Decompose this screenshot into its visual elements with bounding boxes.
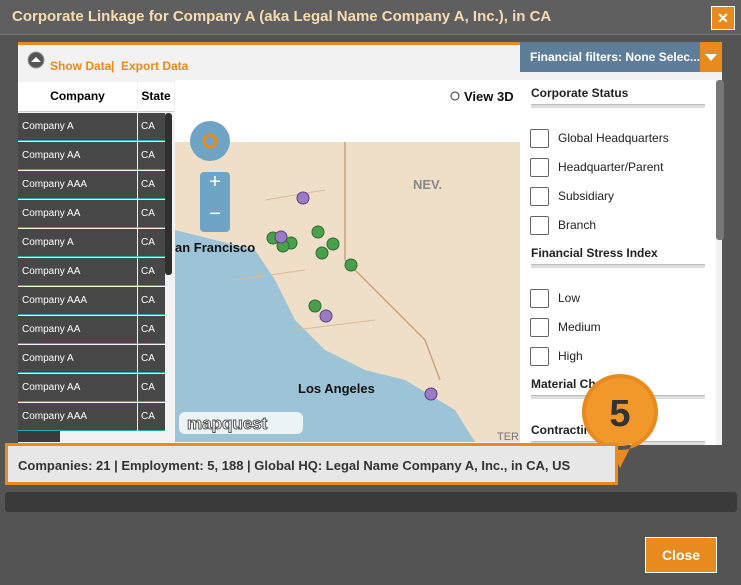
checkbox[interactable] [530,216,549,235]
state-cell[interactable]: CA [138,345,165,373]
company-cell[interactable]: Company AA [18,258,137,286]
filter-section-title: Financial Stress Index [531,246,658,260]
checkbox[interactable] [530,129,549,148]
state-cell[interactable]: CA [138,113,165,141]
state-cell[interactable]: CA [138,229,165,257]
map-label: Los Angeles [298,381,375,396]
state-cell[interactable]: CA [138,316,165,344]
show-data[interactable]: Show Data [50,59,112,73]
map[interactable]: View 3D NEV. an Francisco Los Angeles TE… [175,80,520,442]
map-label: TER [497,431,519,442]
checkbox[interactable] [530,187,549,206]
view-3d[interactable]: View 3D [464,89,514,104]
filter-scrollbar[interactable] [716,80,724,240]
filter-option[interactable]: Headquarter/Parent [558,160,664,174]
close-button[interactable]: Close [645,537,717,573]
export-data[interactable]: Export Data [121,59,189,73]
title: Corporate Linkage for Company A (aka Leg… [12,8,552,25]
checkbox[interactable] [530,158,549,177]
table-header: Company [18,82,137,112]
scrollbar[interactable] [165,113,172,275]
company-cell[interactable]: Company AAA [18,171,137,199]
company-cell[interactable]: Company AA [18,316,137,344]
toggle-icon[interactable] [26,50,46,70]
progress-bar [5,492,737,512]
separator: | [111,59,115,73]
summary-bar: Companies: 21 | Employment: 5, 188 | Glo… [5,443,618,485]
scroll-stub [18,428,60,442]
state-cell[interactable]: CA [138,374,165,402]
company-cell[interactable]: Company AA [18,200,137,228]
badge-number: 5 [609,393,630,435]
company-cell[interactable]: Company A [18,229,137,257]
company-cell[interactable]: Company A [18,113,137,141]
zoom-out[interactable]: − [209,203,221,225]
filter-section-title: Corporate Status [531,86,629,100]
checkbox[interactable] [530,318,549,337]
corner [158,428,172,442]
close-icon[interactable]: ✕ [711,6,735,30]
checkbox[interactable] [530,289,549,308]
filter-section-bar [531,264,705,268]
filters-button[interactable]: Financial filters: None Selec... [520,42,702,72]
filter-section-bar [531,104,705,108]
summary-text: Companies: 21 | Employment: 5, 188 | Glo… [18,458,571,473]
company-cell[interactable]: Company AA [18,374,137,402]
state-cell[interactable]: CA [138,258,165,286]
state-cell[interactable]: CA [138,287,165,315]
state-cell[interactable]: CA [138,403,165,431]
filter-option[interactable]: Branch [558,218,597,232]
table-header: State [138,82,174,112]
company-cell[interactable]: Company AAA [18,403,137,431]
filter-option[interactable]: Global Headquarters [558,131,669,145]
map-logo: mapquest [187,414,268,433]
zoom-in[interactable]: + [209,171,221,193]
state-cell[interactable]: CA [138,171,165,199]
checkbox[interactable] [530,347,549,366]
company-cell[interactable]: Company A [18,345,137,373]
filter-option[interactable]: Subsidiary [558,189,615,203]
company-cell[interactable]: Company AA [18,142,137,170]
filter-option[interactable]: Low [558,291,581,305]
map-pins [266,191,438,401]
state-cell[interactable]: CA [138,200,165,228]
map-label: an Francisco [175,240,255,255]
map-label: NEV. [413,177,442,192]
filters-arrow[interactable] [700,42,722,72]
filter-option[interactable]: Medium [558,320,601,334]
state-cell[interactable]: CA [138,142,165,170]
company-cell[interactable]: Company AAA [18,287,137,315]
filter-option[interactable]: High [558,349,583,363]
title-bar: Corporate Linkage for Company A (aka Leg… [0,0,741,35]
filter-section-title: Contracting [531,423,599,437]
step-badge: 5 [581,374,658,468]
